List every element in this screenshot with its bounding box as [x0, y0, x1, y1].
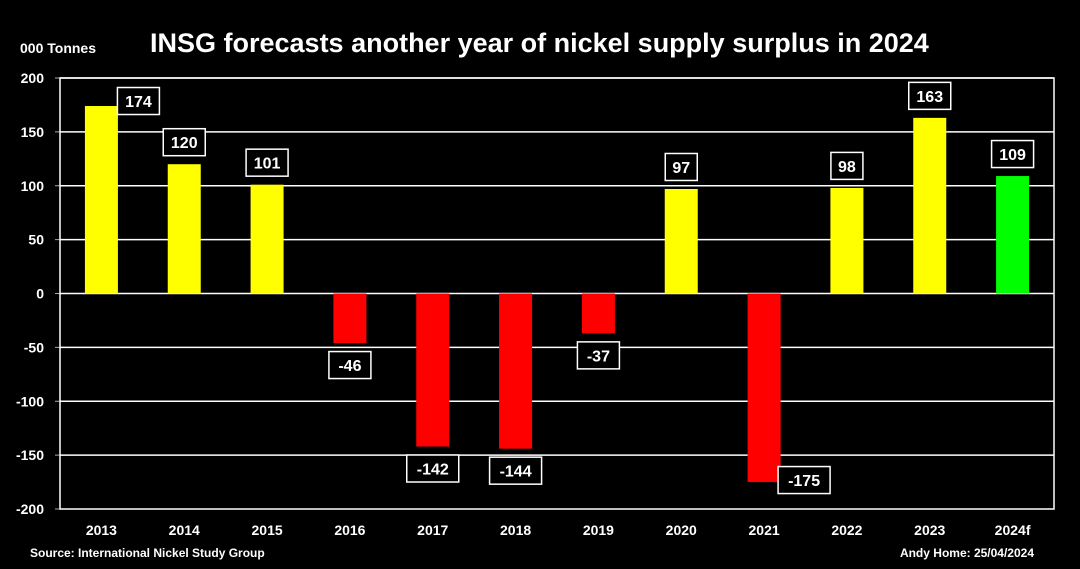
data-label-box — [328, 350, 372, 380]
x-tick-label: 2020 — [666, 522, 697, 538]
data-label-box — [576, 341, 621, 370]
bar-2021 — [747, 293, 781, 483]
data-label-box — [488, 456, 543, 485]
bar-2016 — [333, 293, 367, 344]
y-tick-label: -150 — [16, 447, 44, 463]
y-tick-label: -100 — [16, 393, 44, 409]
data-label-box — [406, 454, 460, 483]
source-note: Source: International Nickel Study Group — [30, 546, 265, 560]
x-tick-label: 2014 — [169, 522, 200, 538]
bar-2022 — [830, 187, 864, 294]
data-label: 109 — [999, 147, 1026, 164]
bar-2020 — [664, 188, 698, 294]
x-tick-label: 2017 — [417, 522, 448, 538]
y-tick-label: 150 — [21, 124, 45, 140]
bar-2017 — [416, 293, 450, 447]
x-tick-label: 2023 — [914, 522, 945, 538]
y-axis-unit-label: 000 Tonnes — [20, 40, 96, 56]
x-tick-label: 2016 — [334, 522, 365, 538]
data-label: 97 — [672, 160, 690, 177]
y-tick-label: 200 — [21, 70, 45, 86]
x-tick-label: 2018 — [500, 522, 531, 538]
data-label-box — [990, 139, 1035, 169]
data-label: 174 — [125, 94, 152, 111]
data-label: -144 — [500, 464, 532, 481]
data-label-box — [908, 81, 952, 111]
x-tick-label: 2021 — [749, 522, 780, 538]
data-label-box — [162, 127, 206, 157]
bar-2013 — [84, 106, 118, 294]
data-label: 101 — [254, 156, 281, 173]
bar-2023 — [913, 117, 947, 294]
bar-2024f — [996, 176, 1030, 294]
data-label: 163 — [916, 89, 943, 106]
data-label-box — [830, 151, 864, 181]
bar-2014 — [167, 164, 201, 294]
bar-2015 — [250, 184, 284, 294]
x-tick-label: 2013 — [86, 522, 117, 538]
x-tick-label: 2022 — [831, 522, 862, 538]
data-label: -37 — [587, 348, 610, 365]
chart-title: INSG forecasts another year of nickel su… — [150, 28, 929, 58]
y-tick-label: -200 — [16, 501, 44, 517]
x-tick-label: 2024f — [995, 522, 1031, 538]
data-label: -142 — [417, 462, 449, 479]
bar-2019 — [581, 293, 615, 334]
y-tick-label: 50 — [28, 232, 44, 248]
data-label: 98 — [838, 159, 856, 176]
bar-2018 — [499, 293, 533, 449]
data-label-box — [777, 465, 831, 495]
y-tick-label: -50 — [24, 339, 44, 355]
author-credit: Andy Home: 25/04/2024 — [899, 546, 1034, 560]
data-label: 120 — [171, 135, 198, 152]
data-label-box — [116, 86, 161, 116]
data-label: -175 — [788, 473, 820, 490]
data-label-box — [245, 148, 289, 177]
data-label-box — [664, 152, 698, 182]
x-tick-label: 2019 — [583, 522, 614, 538]
data-label: -46 — [338, 358, 361, 375]
plot-border — [59, 77, 1055, 510]
y-tick-label: 100 — [21, 178, 45, 194]
y-tick-label: 0 — [36, 286, 44, 302]
x-tick-label: 2015 — [252, 522, 283, 538]
